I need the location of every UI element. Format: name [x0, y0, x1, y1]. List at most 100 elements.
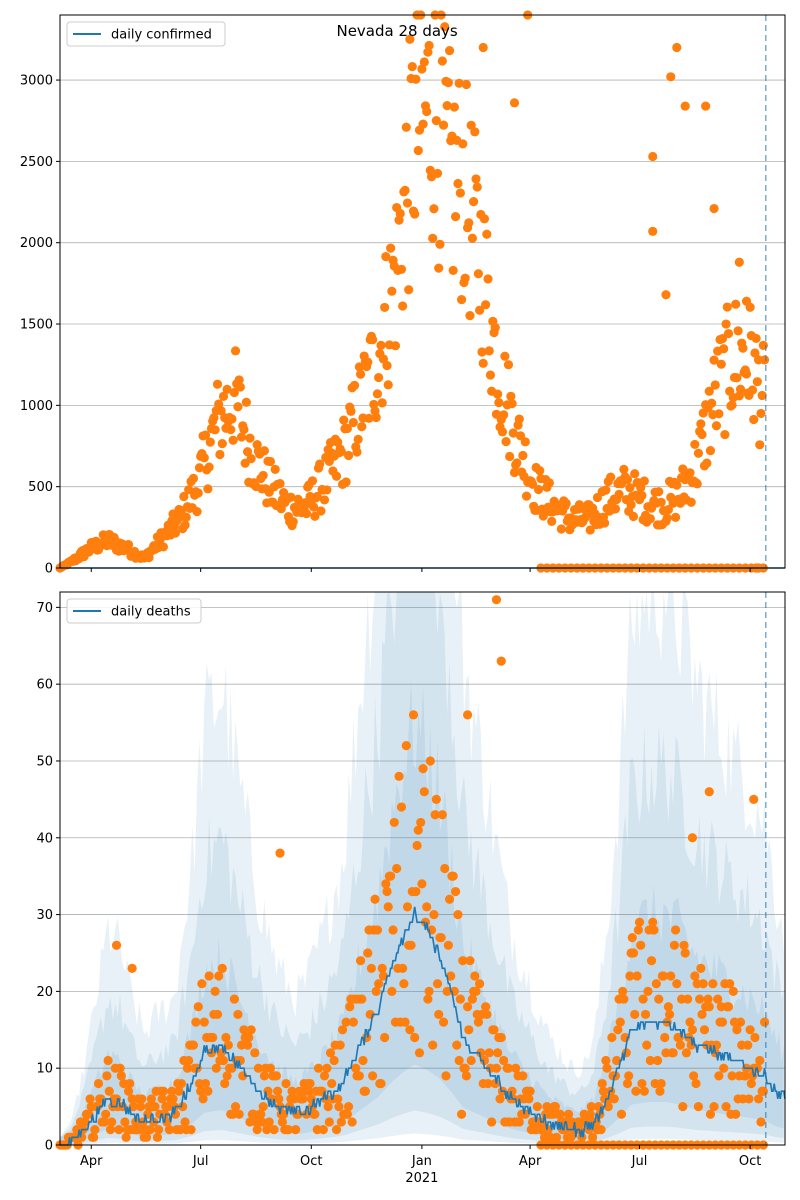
deaths-point [180, 1117, 190, 1127]
deaths-point [725, 979, 735, 989]
deaths-point [749, 794, 759, 804]
deaths-point [318, 1125, 328, 1135]
deaths-point [458, 956, 468, 966]
deaths-point [705, 1109, 716, 1119]
deaths-point [167, 1086, 177, 1096]
confirmed-point [184, 485, 194, 495]
deaths-point [214, 971, 224, 981]
confirmed-point [690, 439, 700, 450]
x-tick-label: Apr [519, 1154, 542, 1169]
deaths-point [381, 879, 391, 889]
deaths-point [464, 1025, 474, 1035]
deaths-point [277, 1117, 288, 1127]
deaths-point [651, 979, 661, 989]
confirmed-point [692, 479, 702, 489]
deaths-point [343, 1101, 354, 1112]
deaths-point [121, 1132, 131, 1142]
confirmed-point [444, 46, 455, 56]
deaths-point [333, 1094, 343, 1104]
confirmed-point [484, 346, 494, 356]
deaths-point [157, 1094, 167, 1104]
confirmed-point [756, 408, 766, 419]
confirmed-point [514, 414, 524, 424]
deaths-point [598, 1086, 609, 1096]
confirmed-point [628, 511, 639, 522]
confirmed-point [199, 453, 209, 463]
deaths-point [496, 1032, 506, 1043]
deaths-point [696, 963, 706, 973]
confirmed-point [377, 398, 387, 408]
deaths-point [252, 1125, 262, 1135]
confirmed-point [242, 447, 253, 457]
confirmed-point [158, 542, 168, 552]
x-tick-label: Jan [411, 1154, 432, 1169]
deaths-point [327, 1078, 337, 1089]
confirmed-point [210, 425, 220, 435]
confirmed-point [479, 214, 490, 224]
deaths-point [484, 1048, 494, 1058]
deaths-point [496, 656, 506, 666]
deaths-point [461, 1071, 471, 1081]
y-tick-label: 30 [36, 908, 53, 923]
confirmed-point [556, 524, 566, 534]
x-tick-label: Oct [300, 1154, 322, 1169]
deaths-point [376, 1078, 386, 1089]
confirmed-point [648, 226, 658, 236]
confirmed-point [387, 286, 397, 296]
confirmed-point [355, 369, 366, 379]
confirmed-point [217, 439, 227, 449]
confirmed-point [413, 145, 423, 156]
confirmed-point [656, 497, 666, 507]
confirmed-point [227, 414, 237, 424]
deaths-point [220, 1078, 230, 1089]
deaths-point [114, 1125, 124, 1135]
deaths-point [466, 1055, 476, 1066]
deaths-point [454, 1055, 464, 1066]
confirmed-point [518, 450, 528, 461]
deaths-point [411, 886, 421, 897]
top-grid [60, 79, 785, 569]
deaths-point [398, 963, 408, 973]
confirmed-point [600, 518, 610, 528]
deaths-point [394, 771, 404, 781]
deaths-point [386, 871, 396, 881]
deaths-point [455, 994, 465, 1004]
y-tick-label: 2000 [20, 236, 53, 251]
confirmed-point [680, 101, 690, 111]
confirmed-point [246, 454, 256, 464]
confirmed-point [471, 174, 481, 184]
y-tick-label: 0 [45, 562, 53, 577]
deaths-point [341, 1017, 351, 1027]
confirmed-point [312, 491, 322, 502]
confirmed-point [226, 425, 236, 435]
deaths-point [323, 1101, 333, 1112]
deaths-point [756, 1117, 766, 1127]
deaths-point [499, 1055, 509, 1066]
confirmed-point [448, 265, 458, 276]
confirmed-point [490, 323, 500, 333]
deaths-point [383, 902, 393, 912]
confirmed-point [396, 264, 407, 274]
deaths-point [354, 1071, 364, 1081]
confirmed-point [721, 319, 731, 329]
deaths-point [483, 1078, 493, 1089]
top-y-axis: 0 500 1000 1500 2000 2500 3000 [20, 74, 60, 577]
deaths-point [345, 1002, 355, 1012]
confirmed-point [639, 476, 649, 486]
deaths-point [640, 1009, 651, 1020]
deaths-point [127, 963, 137, 973]
confirmed-point [734, 257, 744, 267]
deaths-point [137, 1094, 147, 1104]
deaths-point [287, 1086, 297, 1096]
deaths-point [471, 986, 481, 996]
confirmed-point [343, 450, 354, 461]
deaths-point [708, 979, 718, 989]
deaths-point [622, 1078, 633, 1089]
deaths-point [453, 909, 463, 920]
bottom-y-axis: 0 10 20 30 40 50 60 70 [36, 601, 60, 1154]
confirmed-point [719, 344, 729, 354]
deaths-point [360, 1086, 370, 1096]
confirmed-point [228, 435, 238, 445]
deaths-point [639, 1086, 649, 1096]
confirmed-point [180, 520, 190, 530]
